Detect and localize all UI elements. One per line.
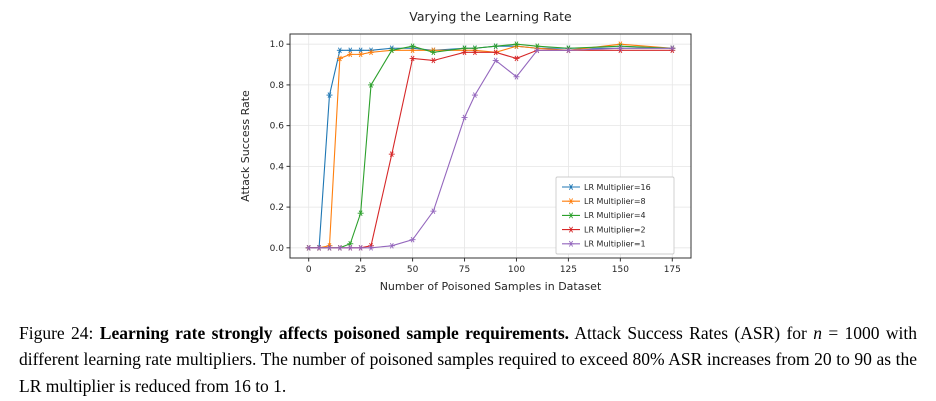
svg-text:LR Multiplier=2: LR Multiplier=2	[584, 225, 646, 234]
caption-text-1: Attack Success Rates (ASR) for	[569, 323, 814, 343]
legend: LR Multiplier=16 LR Multiplier=8 LR Multip…	[555, 176, 675, 255]
x-axis-label: Number of Poisoned Samples in Dataset	[380, 280, 602, 293]
caption-text-2: = 1000 with different learning rate mult…	[19, 323, 918, 396]
svg-text:LR Multiplier=1: LR Multiplier=1	[584, 240, 646, 249]
y-axis-label: Attack Success Rate	[239, 90, 252, 202]
svg-text:LR Multiplier=16: LR Multiplier=16	[584, 183, 651, 192]
series-line-5	[305, 45, 676, 251]
caption-bold-sentence: Learning rate strongly affects poisoned …	[99, 323, 570, 343]
svg-text:LR Multiplier=4: LR Multiplier=4	[584, 211, 646, 220]
svg-text:75: 75	[459, 265, 470, 275]
svg-text:175: 175	[664, 265, 681, 275]
svg-text:25: 25	[355, 265, 366, 275]
chart-title: Varying the Learning Rate	[409, 9, 572, 24]
x-axis: 0 25 50 75 100 125 150 175	[306, 258, 681, 275]
line-chart-svg: 0 25 50 75 100 125 150 175 0.0 0.2 0.4 0.6 0.8 1.0 Var…	[239, 9, 692, 293]
svg-text:150: 150	[612, 265, 629, 275]
svg-text:0.0: 0.0	[270, 244, 285, 254]
figure-caption: Figure 24: Learning rate strongly affect…	[19, 320, 917, 399]
svg-text:0.4: 0.4	[270, 162, 285, 172]
svg-text:50: 50	[407, 265, 419, 275]
caption-figure-label: Figure 24:	[19, 323, 100, 343]
chart: 0 25 50 75 100 125 150 175 0.0 0.2 0.4 0.6 0.8 1.0 Var…	[233, 4, 703, 304]
caption-math-n: n	[813, 323, 822, 343]
svg-text:100: 100	[508, 265, 525, 275]
svg-text:125: 125	[560, 265, 577, 275]
svg-text:LR Multiplier=8: LR Multiplier=8	[584, 197, 646, 206]
svg-text:0: 0	[306, 265, 312, 275]
y-axis: 0.0 0.2 0.4 0.6 0.8 1.0	[270, 40, 290, 254]
svg-text:0.2: 0.2	[270, 203, 284, 213]
svg-text:0.6: 0.6	[270, 122, 285, 132]
svg-text:0.8: 0.8	[270, 81, 285, 91]
axes-spines	[289, 33, 692, 259]
svg-text:1.0: 1.0	[270, 40, 285, 50]
